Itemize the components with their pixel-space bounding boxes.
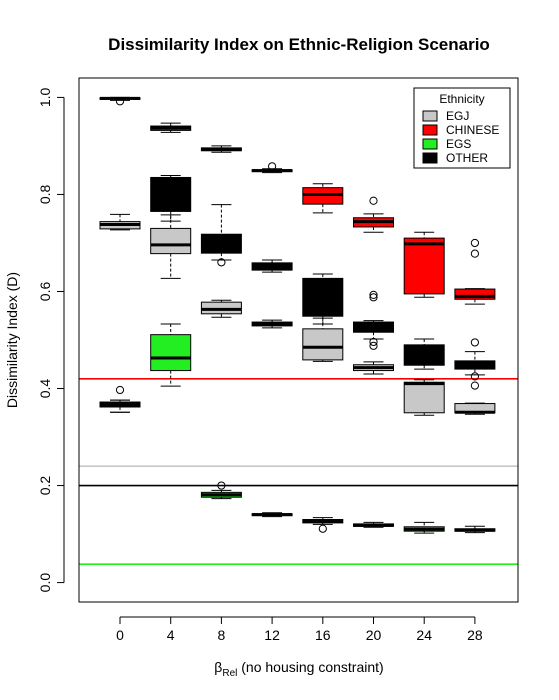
outlier-point: [369, 293, 378, 302]
y-axis: 0.0 0.2 0.4 0.6 0.8 1.0: [37, 87, 65, 593]
y-tick-label: 0.8: [37, 185, 53, 205]
legend-label-other: OTHER: [446, 151, 488, 165]
box-body: [150, 176, 192, 212]
x-tick-label: 0: [116, 627, 124, 643]
x-axis-label-subscript: Rel: [222, 668, 237, 679]
x-axis-label-beta: β: [214, 659, 222, 675]
legend-swatch-egj: [422, 110, 438, 122]
legend-title: Ethnicity: [439, 92, 484, 106]
outlier-point: [369, 196, 378, 205]
chart-title: Dissimilarity Index on Ethnic-Religion S…: [108, 35, 490, 54]
box-0-chinese: [99, 96, 141, 106]
box-body: [302, 328, 344, 361]
y-tick-label: 0.2: [37, 476, 53, 496]
box-4-chinese: [150, 122, 192, 133]
outlier-point: [115, 385, 125, 395]
box-12-egs: [251, 512, 293, 518]
box-16-egj: [302, 317, 344, 362]
box-8-egj: [200, 299, 242, 318]
x-tick-label: 20: [366, 627, 382, 643]
box-28-egj: [454, 402, 496, 415]
box-28-egs: [454, 525, 496, 534]
x-axis: 0 4 8 12 16 20 24 28: [116, 616, 483, 643]
box-24-chinese: [403, 231, 445, 298]
x-tick-label: 24: [416, 627, 432, 643]
outlier-point: [470, 381, 479, 390]
legend-swatch-other: [422, 152, 438, 164]
box-24-other: [403, 338, 445, 370]
legend-label-egj: EGJ: [446, 109, 469, 123]
box-20-chinese: [353, 196, 394, 233]
box-12-other: [251, 259, 293, 273]
box-24-egs: [403, 521, 445, 534]
x-tick-label: 8: [218, 627, 226, 643]
box-0-other: [99, 399, 141, 413]
box-body: [150, 334, 192, 372]
box-12-chinese: [251, 162, 293, 174]
box-body: [454, 288, 496, 300]
outlier-point: [369, 337, 378, 347]
outlier-point: [470, 249, 479, 258]
outlier-point: [369, 290, 378, 299]
outlier-point: [318, 524, 327, 533]
box-4-egj: [150, 214, 192, 279]
y-tick-label: 0.4: [37, 379, 53, 399]
x-axis-label-text: (no housing constraint): [237, 659, 383, 675]
box-body: [403, 237, 445, 295]
box-0-egj: [99, 213, 141, 231]
box-16-chinese: [302, 183, 344, 214]
outlier-point: [369, 341, 378, 350]
legend-label-egs: EGS: [446, 137, 471, 151]
box-8-chinese: [200, 145, 242, 153]
box-16-other: [302, 273, 344, 325]
x-tick-label: 12: [264, 627, 280, 643]
outlier-point: [217, 258, 226, 267]
box-body: [403, 381, 445, 414]
box-20-other: [353, 290, 394, 350]
box-12-egj: [251, 319, 293, 329]
boxes: [99, 96, 496, 534]
box-body: [150, 227, 192, 255]
box-28-chinese: [454, 238, 496, 305]
outlier-point: [268, 162, 277, 171]
outlier-point: [470, 372, 479, 381]
reference-lines: [79, 378, 518, 565]
y-tick-label: 1.0: [37, 87, 53, 107]
box-24-egj: [403, 379, 445, 416]
plot-frame: [78, 77, 519, 603]
box-16-egs: [302, 517, 344, 533]
x-tick-label: 28: [467, 627, 483, 643]
box-8-other: [200, 204, 242, 267]
legend-label-chinese: CHINESE: [446, 123, 499, 137]
box-20-egs: [353, 521, 394, 528]
box-4-egs: [150, 323, 192, 387]
outlier-point: [115, 97, 125, 106]
x-axis-label: βRel (no housing constraint): [214, 659, 383, 679]
legend-swatch-egs: [422, 138, 438, 150]
y-tick-label: 0.0: [37, 573, 53, 593]
x-tick-label: 16: [315, 627, 331, 643]
y-tick-label: 0.6: [37, 282, 53, 302]
y-axis-label: Dissimilarity Index (D): [4, 272, 20, 408]
outlier-point: [470, 338, 479, 347]
legend-swatch-chinese: [422, 124, 438, 136]
outlier-point: [217, 481, 226, 490]
box-28-other: [454, 338, 496, 390]
box-4-other: [150, 175, 192, 222]
outlier-point: [470, 238, 479, 248]
box-20-egj: [353, 361, 394, 375]
x-tick-label: 4: [167, 627, 175, 643]
box-8-egs: [200, 481, 242, 500]
